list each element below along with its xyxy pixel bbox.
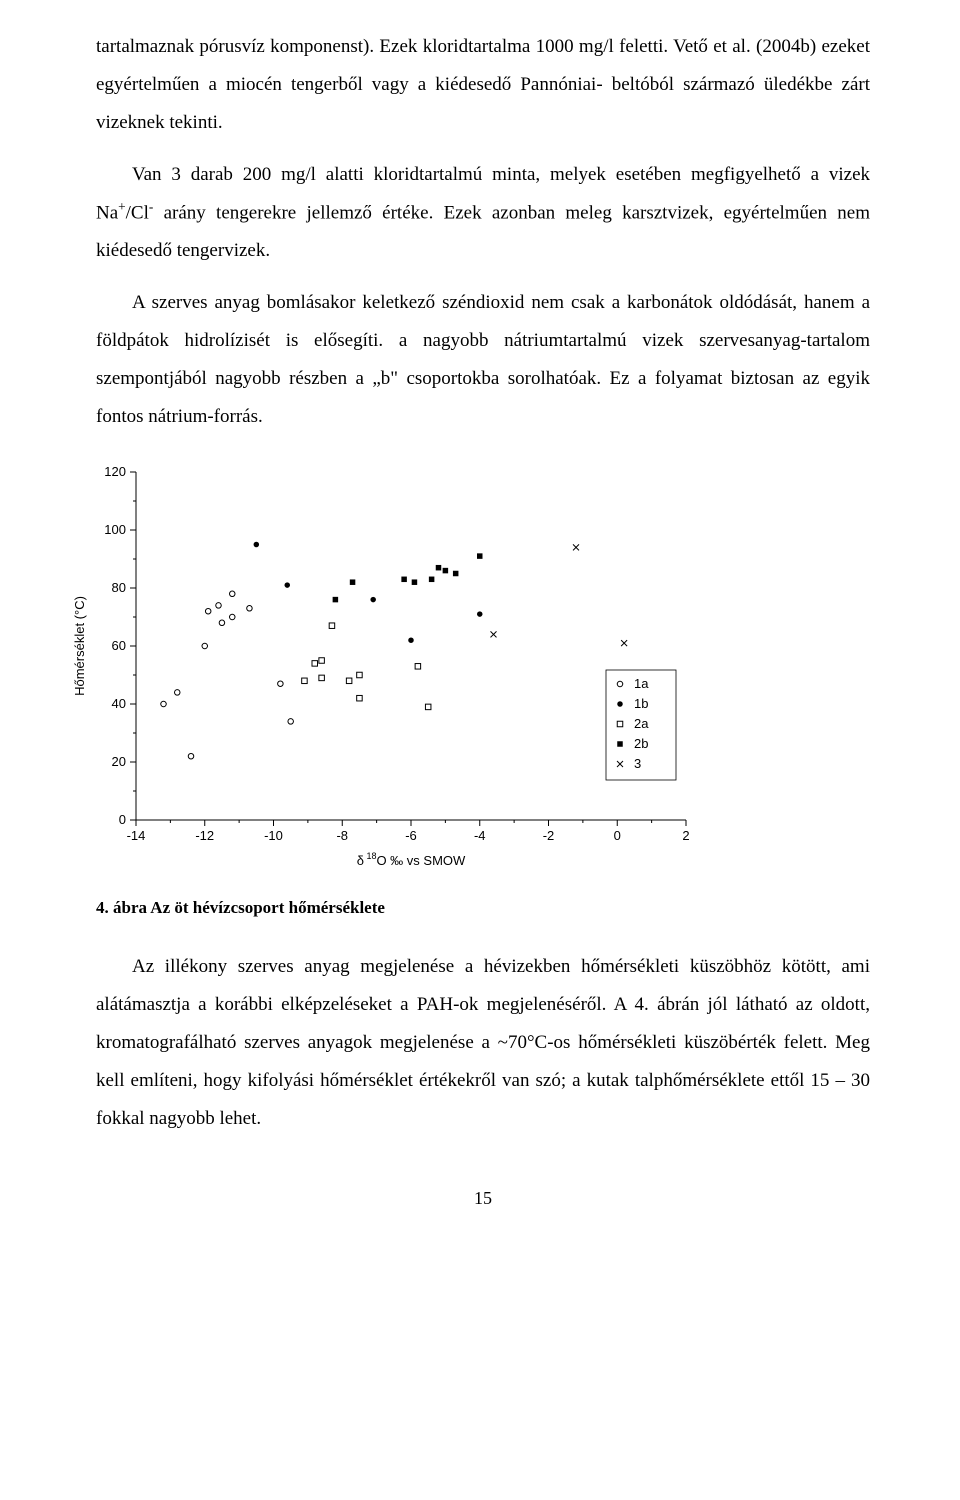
page-number: 15 bbox=[96, 1188, 870, 1209]
svg-text:40: 40 bbox=[112, 696, 126, 711]
scatter-chart: -14-12-10-8-6-4-202020406080100120δ 18O … bbox=[66, 460, 706, 880]
svg-text:1a: 1a bbox=[634, 676, 649, 691]
svg-text:20: 20 bbox=[112, 754, 126, 769]
svg-text:-6: -6 bbox=[405, 828, 417, 843]
paragraph-2: Van 3 darab 200 mg/l alatti kloridtartal… bbox=[96, 156, 870, 270]
paragraph-1: tartalmaznak pórusvíz komponenst). Ezek … bbox=[96, 28, 870, 142]
svg-text:3: 3 bbox=[634, 756, 641, 771]
svg-text:120: 120 bbox=[104, 464, 126, 479]
svg-text:2: 2 bbox=[682, 828, 689, 843]
superscript-plus: + bbox=[118, 199, 126, 214]
svg-text:60: 60 bbox=[112, 638, 126, 653]
paragraph-4: Az illékony szerves anyag megjelenése a … bbox=[96, 948, 870, 1138]
svg-text:2a: 2a bbox=[634, 716, 649, 731]
svg-text:-14: -14 bbox=[127, 828, 146, 843]
figure-caption: 4. ábra Az öt hévízcsoport hőmérséklete bbox=[96, 898, 870, 918]
svg-text:-2: -2 bbox=[543, 828, 555, 843]
svg-text:δ 18O ‰ vs SMOW: δ 18O ‰ vs SMOW bbox=[357, 851, 466, 868]
svg-text:0: 0 bbox=[614, 828, 621, 843]
chart-svg: -14-12-10-8-6-4-202020406080100120δ 18O … bbox=[66, 460, 706, 880]
p2-part-b: /Cl bbox=[126, 202, 149, 223]
svg-text:1b: 1b bbox=[634, 696, 648, 711]
svg-text:Hőmérséklet (°C): Hőmérséklet (°C) bbox=[72, 596, 87, 696]
svg-text:-8: -8 bbox=[336, 828, 348, 843]
svg-text:-12: -12 bbox=[195, 828, 214, 843]
paragraph-3: A szerves anyag bomlásakor keletkező szé… bbox=[96, 284, 870, 436]
svg-text:2b: 2b bbox=[634, 736, 648, 751]
svg-text:0: 0 bbox=[119, 812, 126, 827]
p2-part-c: arány tengerekre jellemző értéke. Ezek a… bbox=[96, 202, 870, 261]
svg-text:80: 80 bbox=[112, 580, 126, 595]
svg-text:-10: -10 bbox=[264, 828, 283, 843]
svg-text:100: 100 bbox=[104, 522, 126, 537]
svg-text:-4: -4 bbox=[474, 828, 486, 843]
